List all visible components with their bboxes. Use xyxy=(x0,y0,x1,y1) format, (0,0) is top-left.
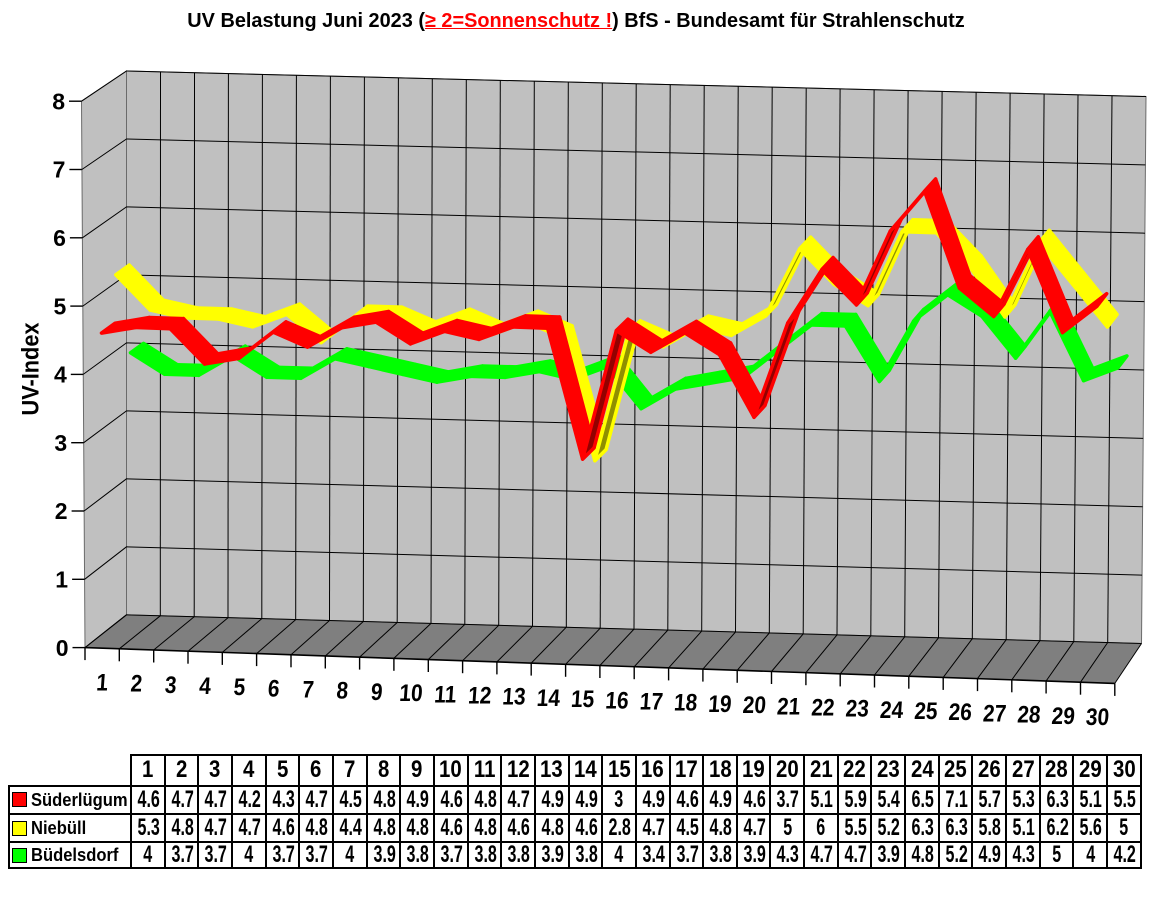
svg-text:15: 15 xyxy=(570,686,595,713)
svg-text:20: 20 xyxy=(742,692,767,719)
svg-text:6: 6 xyxy=(53,225,66,251)
svg-text:4: 4 xyxy=(198,673,212,700)
svg-text:5: 5 xyxy=(233,674,246,701)
svg-text:14: 14 xyxy=(536,685,562,712)
svg-text:26: 26 xyxy=(948,699,973,726)
svg-text:13: 13 xyxy=(502,683,527,710)
svg-text:28: 28 xyxy=(1016,701,1041,728)
svg-text:4: 4 xyxy=(54,362,67,388)
svg-text:16: 16 xyxy=(605,687,630,714)
svg-text:2: 2 xyxy=(55,498,68,524)
svg-text:21: 21 xyxy=(776,693,801,720)
svg-text:22: 22 xyxy=(810,694,835,721)
svg-text:27: 27 xyxy=(982,700,1007,727)
svg-text:29: 29 xyxy=(1051,702,1076,729)
svg-text:9: 9 xyxy=(370,679,383,706)
svg-text:19: 19 xyxy=(707,691,732,718)
svg-text:12: 12 xyxy=(467,682,492,709)
svg-text:10: 10 xyxy=(399,680,424,707)
svg-text:11: 11 xyxy=(433,681,457,708)
svg-text:8: 8 xyxy=(336,677,349,704)
svg-text:UV-Index: UV-Index xyxy=(18,322,45,416)
svg-text:2: 2 xyxy=(130,670,143,697)
svg-text:7: 7 xyxy=(53,157,66,183)
svg-text:3: 3 xyxy=(54,430,67,456)
svg-text:5: 5 xyxy=(54,293,67,319)
svg-text:23: 23 xyxy=(845,695,870,722)
svg-text:8: 8 xyxy=(52,88,65,114)
svg-text:24: 24 xyxy=(879,696,905,723)
svg-text:6: 6 xyxy=(267,675,280,702)
svg-text:30: 30 xyxy=(1085,704,1110,731)
svg-text:25: 25 xyxy=(913,698,938,725)
svg-text:18: 18 xyxy=(673,689,698,716)
svg-text:7: 7 xyxy=(301,676,314,703)
svg-text:1: 1 xyxy=(95,669,108,696)
svg-text:3: 3 xyxy=(164,671,177,698)
svg-text:1: 1 xyxy=(55,567,68,593)
svg-text:17: 17 xyxy=(639,688,664,715)
svg-text:0: 0 xyxy=(56,635,69,661)
